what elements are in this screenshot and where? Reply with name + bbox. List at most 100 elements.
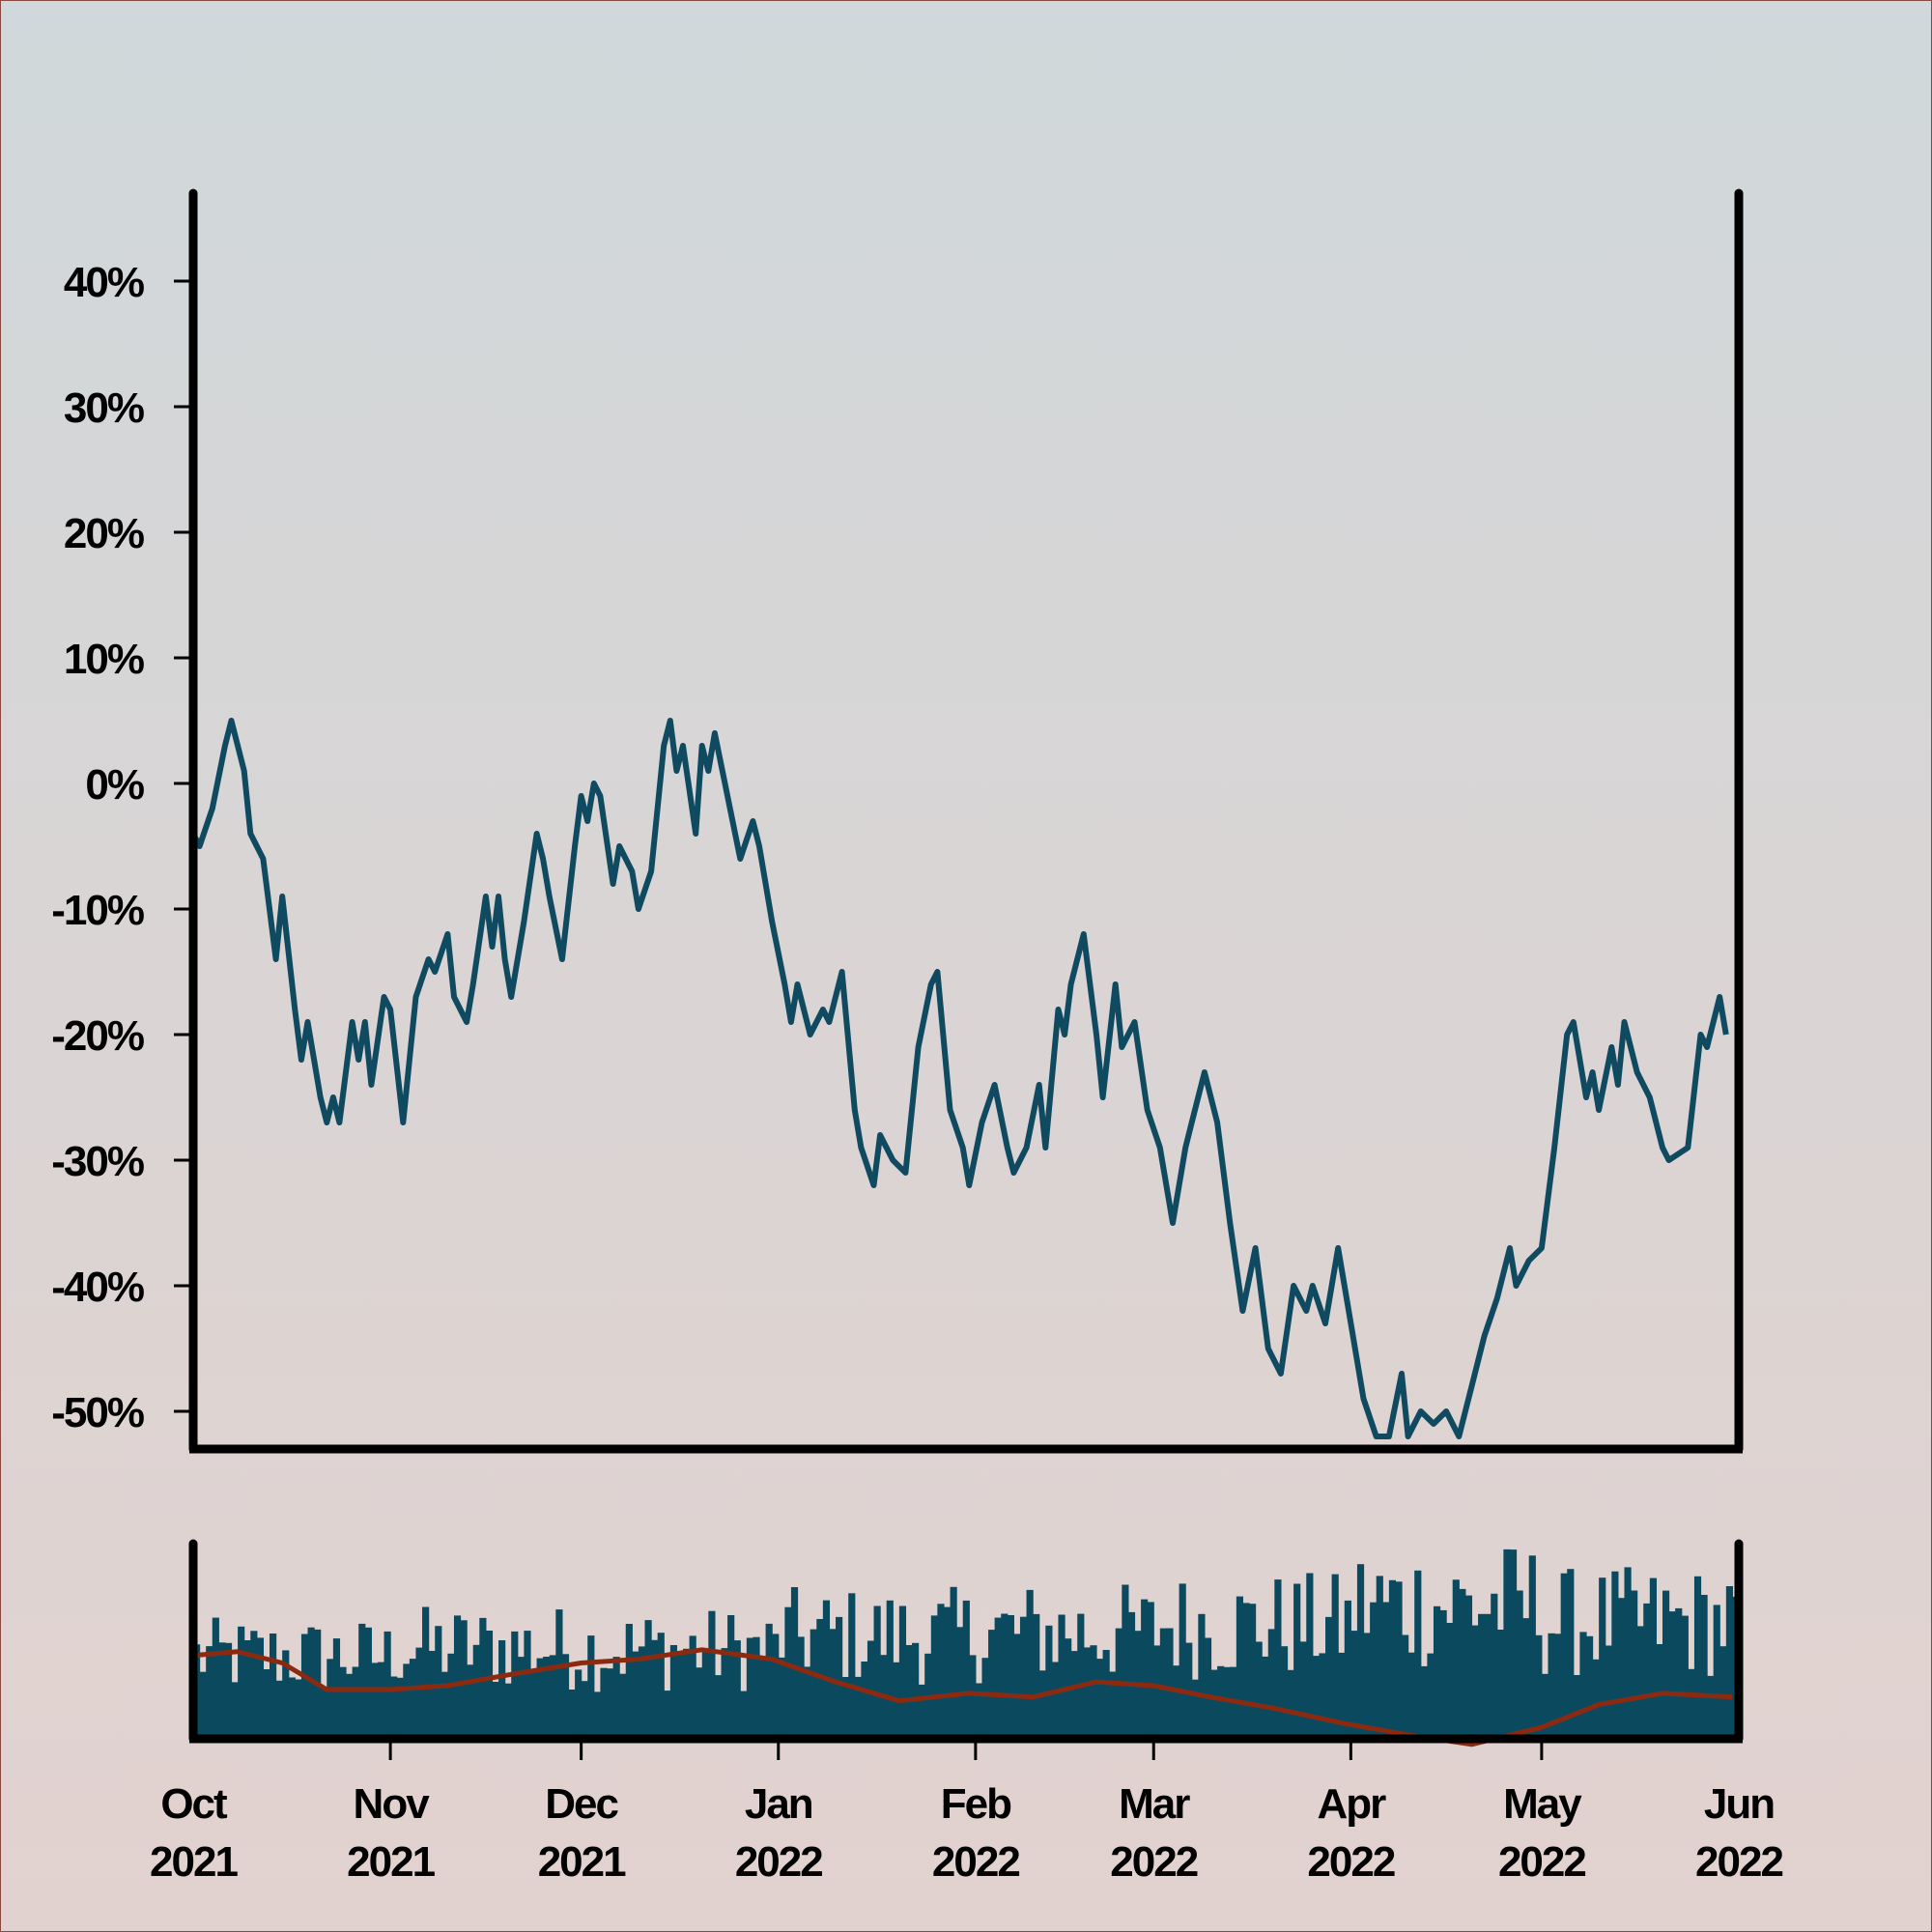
volume-bar (453, 1615, 462, 1735)
volume-bar (295, 1679, 302, 1735)
volume-bar (1363, 1633, 1371, 1735)
y-tick-label: -40% (51, 1264, 144, 1311)
volume-bar (1045, 1625, 1053, 1735)
volume-bar (644, 1620, 652, 1735)
volume-bar (950, 1586, 957, 1735)
volume-bar (1662, 1590, 1670, 1735)
volume-bar (772, 1634, 780, 1735)
volume-bar (332, 1638, 341, 1735)
volume-bar (912, 1642, 920, 1735)
volume-bar (1051, 1662, 1060, 1735)
volume-bar (1681, 1615, 1689, 1735)
volume-bar (1579, 1632, 1587, 1735)
volume-bar (1249, 1604, 1257, 1735)
volume-bar (918, 1684, 925, 1735)
volume-bar (676, 1654, 684, 1735)
volume-bar (561, 1654, 570, 1735)
volume-panel: Oct 2021 Nov 2021 Dec 2021 Jan 2022 Feb 2022 Mar 20… (150, 1539, 1784, 1886)
volume-bar (1491, 1593, 1498, 1735)
volume-bar (1484, 1613, 1492, 1735)
volume-bar (1172, 1665, 1180, 1735)
volume-bar (1147, 1602, 1154, 1735)
volume-bar (511, 1631, 519, 1735)
volume-bar (1038, 1670, 1046, 1735)
volume-bar (1503, 1548, 1511, 1735)
volume-bar (1631, 1590, 1638, 1735)
volume-bar (1255, 1641, 1263, 1735)
volume-bar (873, 1605, 881, 1735)
main-panel: 40% 30% 20% 10% 0% -10% -20% -30% -40% -50% (51, 188, 1744, 1454)
volume-bar (517, 1657, 525, 1735)
volume-bar (575, 1669, 582, 1735)
volume-bar (1236, 1596, 1244, 1735)
volume-bar (1102, 1650, 1110, 1735)
volume-bar (1338, 1652, 1346, 1735)
volume-bar (1528, 1555, 1536, 1735)
volume-bar (1312, 1656, 1321, 1735)
volume-bar (1707, 1675, 1715, 1735)
volume-bar (243, 1640, 251, 1735)
volume-bar (1267, 1629, 1275, 1735)
volume-bar (784, 1606, 792, 1735)
volume-bar (841, 1677, 849, 1735)
volume-bar (415, 1647, 423, 1735)
volume-bar (1191, 1679, 1199, 1735)
volume-bar (1382, 1602, 1390, 1735)
volume-bar (390, 1676, 398, 1735)
x-axis-ticks: Oct 2021 Nov 2021 Dec 2021 Jan 2022 Feb 2022 Mar 20… (150, 1743, 1784, 1886)
volume-bar (270, 1634, 277, 1735)
volume-bar (1350, 1631, 1358, 1735)
volume-bar (1058, 1614, 1065, 1735)
volume-bar (1649, 1577, 1657, 1735)
volume-bar (1370, 1602, 1378, 1735)
volume-bar (1459, 1588, 1466, 1735)
volume-bar (1725, 1586, 1734, 1735)
volume-bar (1713, 1605, 1720, 1735)
volume-bar (1414, 1570, 1422, 1735)
volume-bar (199, 1671, 207, 1735)
volume-bar (778, 1657, 785, 1735)
volume-bar (1636, 1626, 1644, 1735)
volume-bar (937, 1604, 945, 1735)
volume-bar (1153, 1645, 1161, 1735)
volume-bar (822, 1600, 831, 1735)
y-tick-label: 10% (64, 636, 144, 683)
volume-bar (543, 1657, 551, 1735)
volume-bar (733, 1640, 741, 1735)
volume-bar (1306, 1573, 1314, 1735)
volume-bar (708, 1610, 716, 1735)
x-tick-label-month: Dec (545, 1780, 618, 1828)
volume-bar (1611, 1571, 1619, 1735)
volume-bar (1446, 1623, 1454, 1735)
volume-bar (1516, 1590, 1523, 1735)
volume-bar (797, 1636, 805, 1735)
volume-bar (1204, 1637, 1212, 1735)
volume-bar (1688, 1668, 1695, 1735)
volume-bar (1095, 1659, 1104, 1735)
volume-bar (467, 1664, 474, 1735)
volume-bar (1541, 1673, 1549, 1735)
volume-bar (1077, 1613, 1085, 1735)
volume-bar (625, 1624, 633, 1735)
y-tick-label: -20% (51, 1012, 144, 1060)
volume-bar (848, 1593, 856, 1735)
volume-bar (664, 1690, 671, 1735)
volume-bar (422, 1606, 430, 1735)
volume-bar (1496, 1630, 1504, 1735)
volume-bar (810, 1629, 817, 1735)
volume-bar (669, 1645, 678, 1735)
volume-bar (689, 1635, 696, 1735)
volume-bar (1573, 1675, 1580, 1735)
volume-bar (759, 1658, 767, 1735)
volume-bar (1262, 1656, 1269, 1735)
volume-bar (1242, 1603, 1250, 1735)
volume-bar (504, 1683, 512, 1735)
x-tick-label-month: May (1503, 1780, 1582, 1828)
volume-bar (696, 1667, 703, 1735)
x-tick-label-month: Feb (941, 1780, 1011, 1828)
volume-bar (1376, 1576, 1383, 1735)
volume-bar (1700, 1595, 1708, 1735)
volume-bar (485, 1631, 494, 1735)
volume-bar (555, 1609, 563, 1735)
